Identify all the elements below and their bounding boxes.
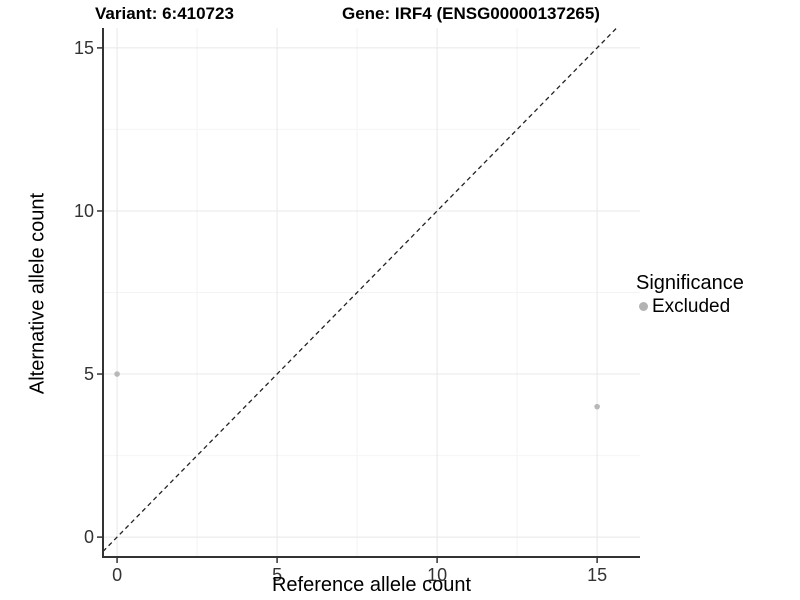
y-tick-label: 15 — [73, 37, 94, 58]
x-axis-title: Reference allele count — [271, 574, 471, 596]
plot-title-variant: Variant: 6:410723 — [95, 4, 234, 23]
y-tick-label: 10 — [73, 200, 94, 221]
legend-key-dot-icon — [639, 302, 648, 311]
legend: Significance Excluded — [636, 271, 744, 318]
x-tick-label: 5 — [272, 565, 283, 585]
x-tick-label: 10 — [427, 565, 448, 585]
y-axis-title: Alternative allele count — [26, 192, 49, 395]
data-point — [114, 371, 120, 377]
legend-title: Significance — [636, 272, 744, 294]
legend-item-excluded: Excluded — [636, 295, 744, 318]
y-tick-label: 0 — [83, 527, 94, 548]
plot-title-gene: Gene: IRF4 (ENSG00000137265) — [342, 4, 600, 23]
x-tick-label: 0 — [112, 565, 123, 585]
data-point — [594, 403, 600, 410]
identity-dashed-line — [102, 27, 618, 552]
legend-item-label: Excluded — [652, 296, 731, 317]
x-tick-label: 15 — [587, 565, 608, 585]
y-tick-label: 5 — [83, 364, 94, 385]
